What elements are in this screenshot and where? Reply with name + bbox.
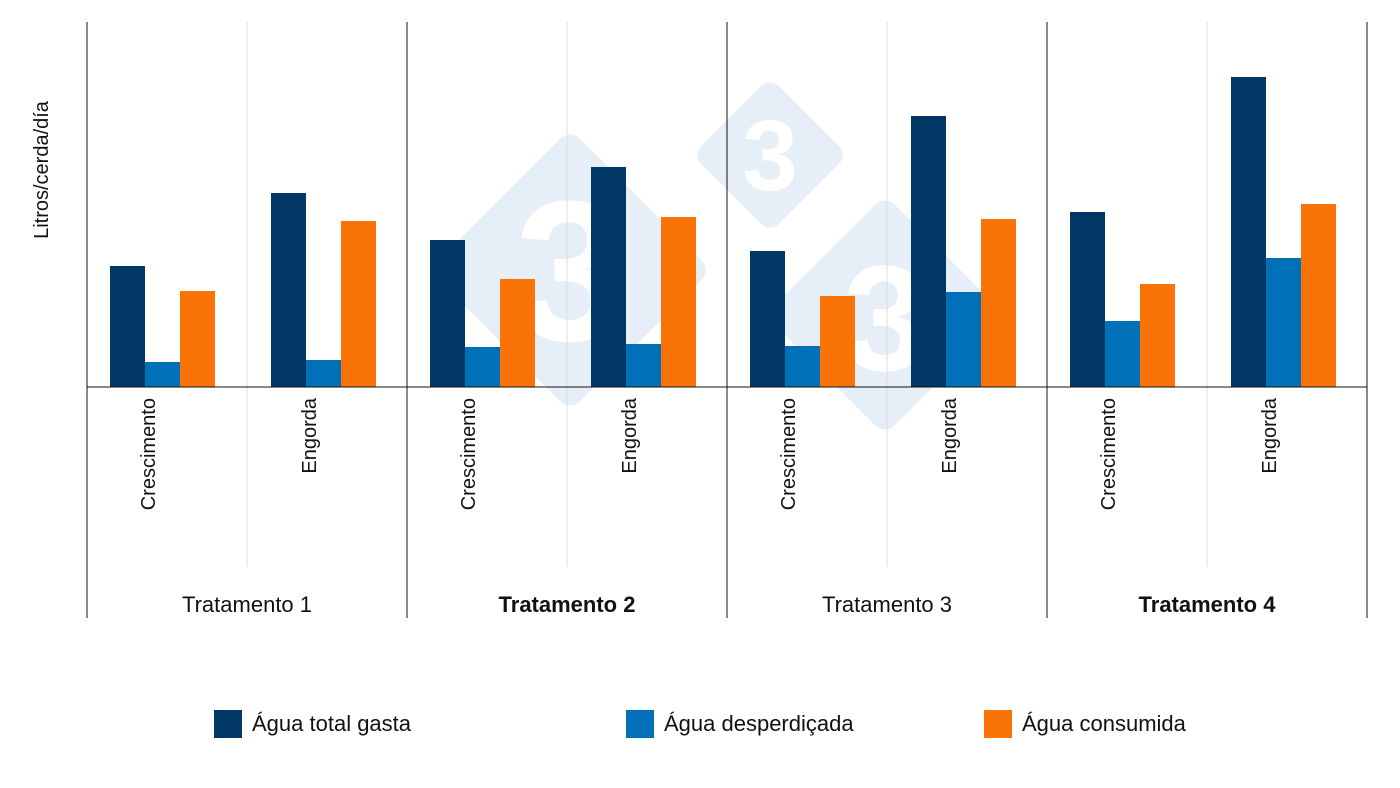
bar xyxy=(1105,321,1140,387)
category-label: Crescimento xyxy=(458,398,480,510)
bar xyxy=(911,116,946,387)
category-label: Engorda xyxy=(299,397,321,473)
bar xyxy=(1140,284,1175,387)
category-label: Crescimento xyxy=(1098,398,1120,510)
category-label: Engorda xyxy=(1259,397,1281,473)
bar xyxy=(946,292,981,387)
legend-swatch xyxy=(214,710,242,738)
bar xyxy=(981,219,1016,387)
category-label: Crescimento xyxy=(138,398,160,510)
bar xyxy=(180,291,215,387)
bar xyxy=(465,347,500,387)
legend-item-wasted: Água desperdiçada xyxy=(626,710,854,738)
legend-label: Água desperdiçada xyxy=(664,711,854,736)
bar xyxy=(1301,204,1336,387)
bar xyxy=(1231,77,1266,387)
legend-item-consumed: Água consumida xyxy=(984,710,1186,738)
bar xyxy=(1070,212,1105,387)
category-label: Engorda xyxy=(939,397,961,473)
legend-label: Água total gasta xyxy=(252,711,412,736)
bar xyxy=(820,296,855,387)
bar xyxy=(341,221,376,387)
group-label: Tratamento 3 xyxy=(822,592,952,617)
group-label: Tratamento 4 xyxy=(1139,592,1277,617)
y-axis-label: Litros/cerda/día xyxy=(31,100,53,239)
group-label: Tratamento 2 xyxy=(499,592,636,617)
bar xyxy=(430,240,465,387)
bar xyxy=(110,266,145,387)
bar xyxy=(500,279,535,387)
category-label: Engorda xyxy=(619,397,641,473)
bar xyxy=(271,193,306,387)
legend-label: Água consumida xyxy=(1022,711,1186,736)
bar xyxy=(661,217,696,387)
category-label: Crescimento xyxy=(778,398,800,510)
bar xyxy=(591,167,626,387)
bar xyxy=(145,362,180,387)
legend-swatch xyxy=(984,710,1012,738)
bar xyxy=(750,251,785,387)
bar xyxy=(306,360,341,387)
legend-item-total: Água total gasta xyxy=(214,710,411,738)
group-label: Tratamento 1 xyxy=(182,592,312,617)
bar xyxy=(785,346,820,387)
bar xyxy=(626,344,661,387)
bar xyxy=(1266,258,1301,387)
svg-text:3: 3 xyxy=(742,100,798,212)
legend-swatch xyxy=(626,710,654,738)
